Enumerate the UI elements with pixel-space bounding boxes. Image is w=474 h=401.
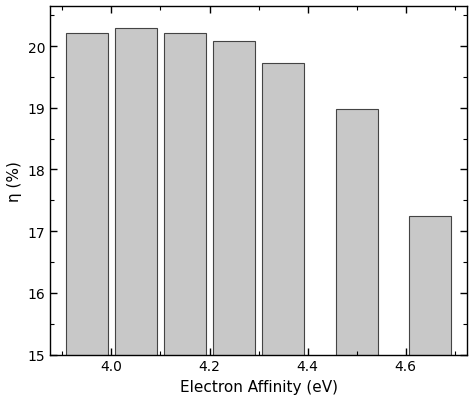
Bar <box>262 64 304 401</box>
Bar <box>336 110 377 401</box>
Y-axis label: η (%): η (%) <box>7 160 22 201</box>
Bar <box>164 34 206 401</box>
Bar <box>66 34 108 401</box>
Bar <box>213 41 255 401</box>
X-axis label: Electron Affinity (eV): Electron Affinity (eV) <box>180 379 337 394</box>
Bar <box>115 28 157 401</box>
Bar <box>410 216 451 401</box>
